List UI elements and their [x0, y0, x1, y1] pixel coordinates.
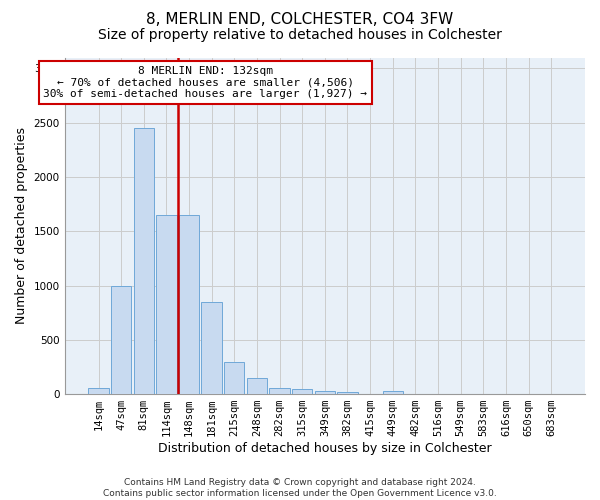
Bar	[292, 389, 313, 394]
Bar	[179, 215, 199, 394]
Bar	[88, 388, 109, 394]
Text: Size of property relative to detached houses in Colchester: Size of property relative to detached ho…	[98, 28, 502, 42]
Bar	[111, 286, 131, 394]
Bar	[202, 302, 222, 394]
Y-axis label: Number of detached properties: Number of detached properties	[15, 128, 28, 324]
Bar	[383, 391, 403, 394]
Bar	[337, 392, 358, 394]
Text: 8, MERLIN END, COLCHESTER, CO4 3FW: 8, MERLIN END, COLCHESTER, CO4 3FW	[146, 12, 454, 28]
Bar	[224, 362, 244, 394]
Text: Contains HM Land Registry data © Crown copyright and database right 2024.
Contai: Contains HM Land Registry data © Crown c…	[103, 478, 497, 498]
Bar	[314, 391, 335, 394]
Bar	[247, 378, 267, 394]
Bar	[134, 128, 154, 394]
Bar	[156, 215, 176, 394]
Title: 8, MERLIN END, COLCHESTER, CO4 3FW
Size of property relative to detached houses : 8, MERLIN END, COLCHESTER, CO4 3FW Size …	[0, 499, 1, 500]
Text: 8 MERLIN END: 132sqm
← 70% of detached houses are smaller (4,506)
30% of semi-de: 8 MERLIN END: 132sqm ← 70% of detached h…	[43, 66, 367, 99]
Bar	[269, 388, 290, 394]
X-axis label: Distribution of detached houses by size in Colchester: Distribution of detached houses by size …	[158, 442, 491, 455]
